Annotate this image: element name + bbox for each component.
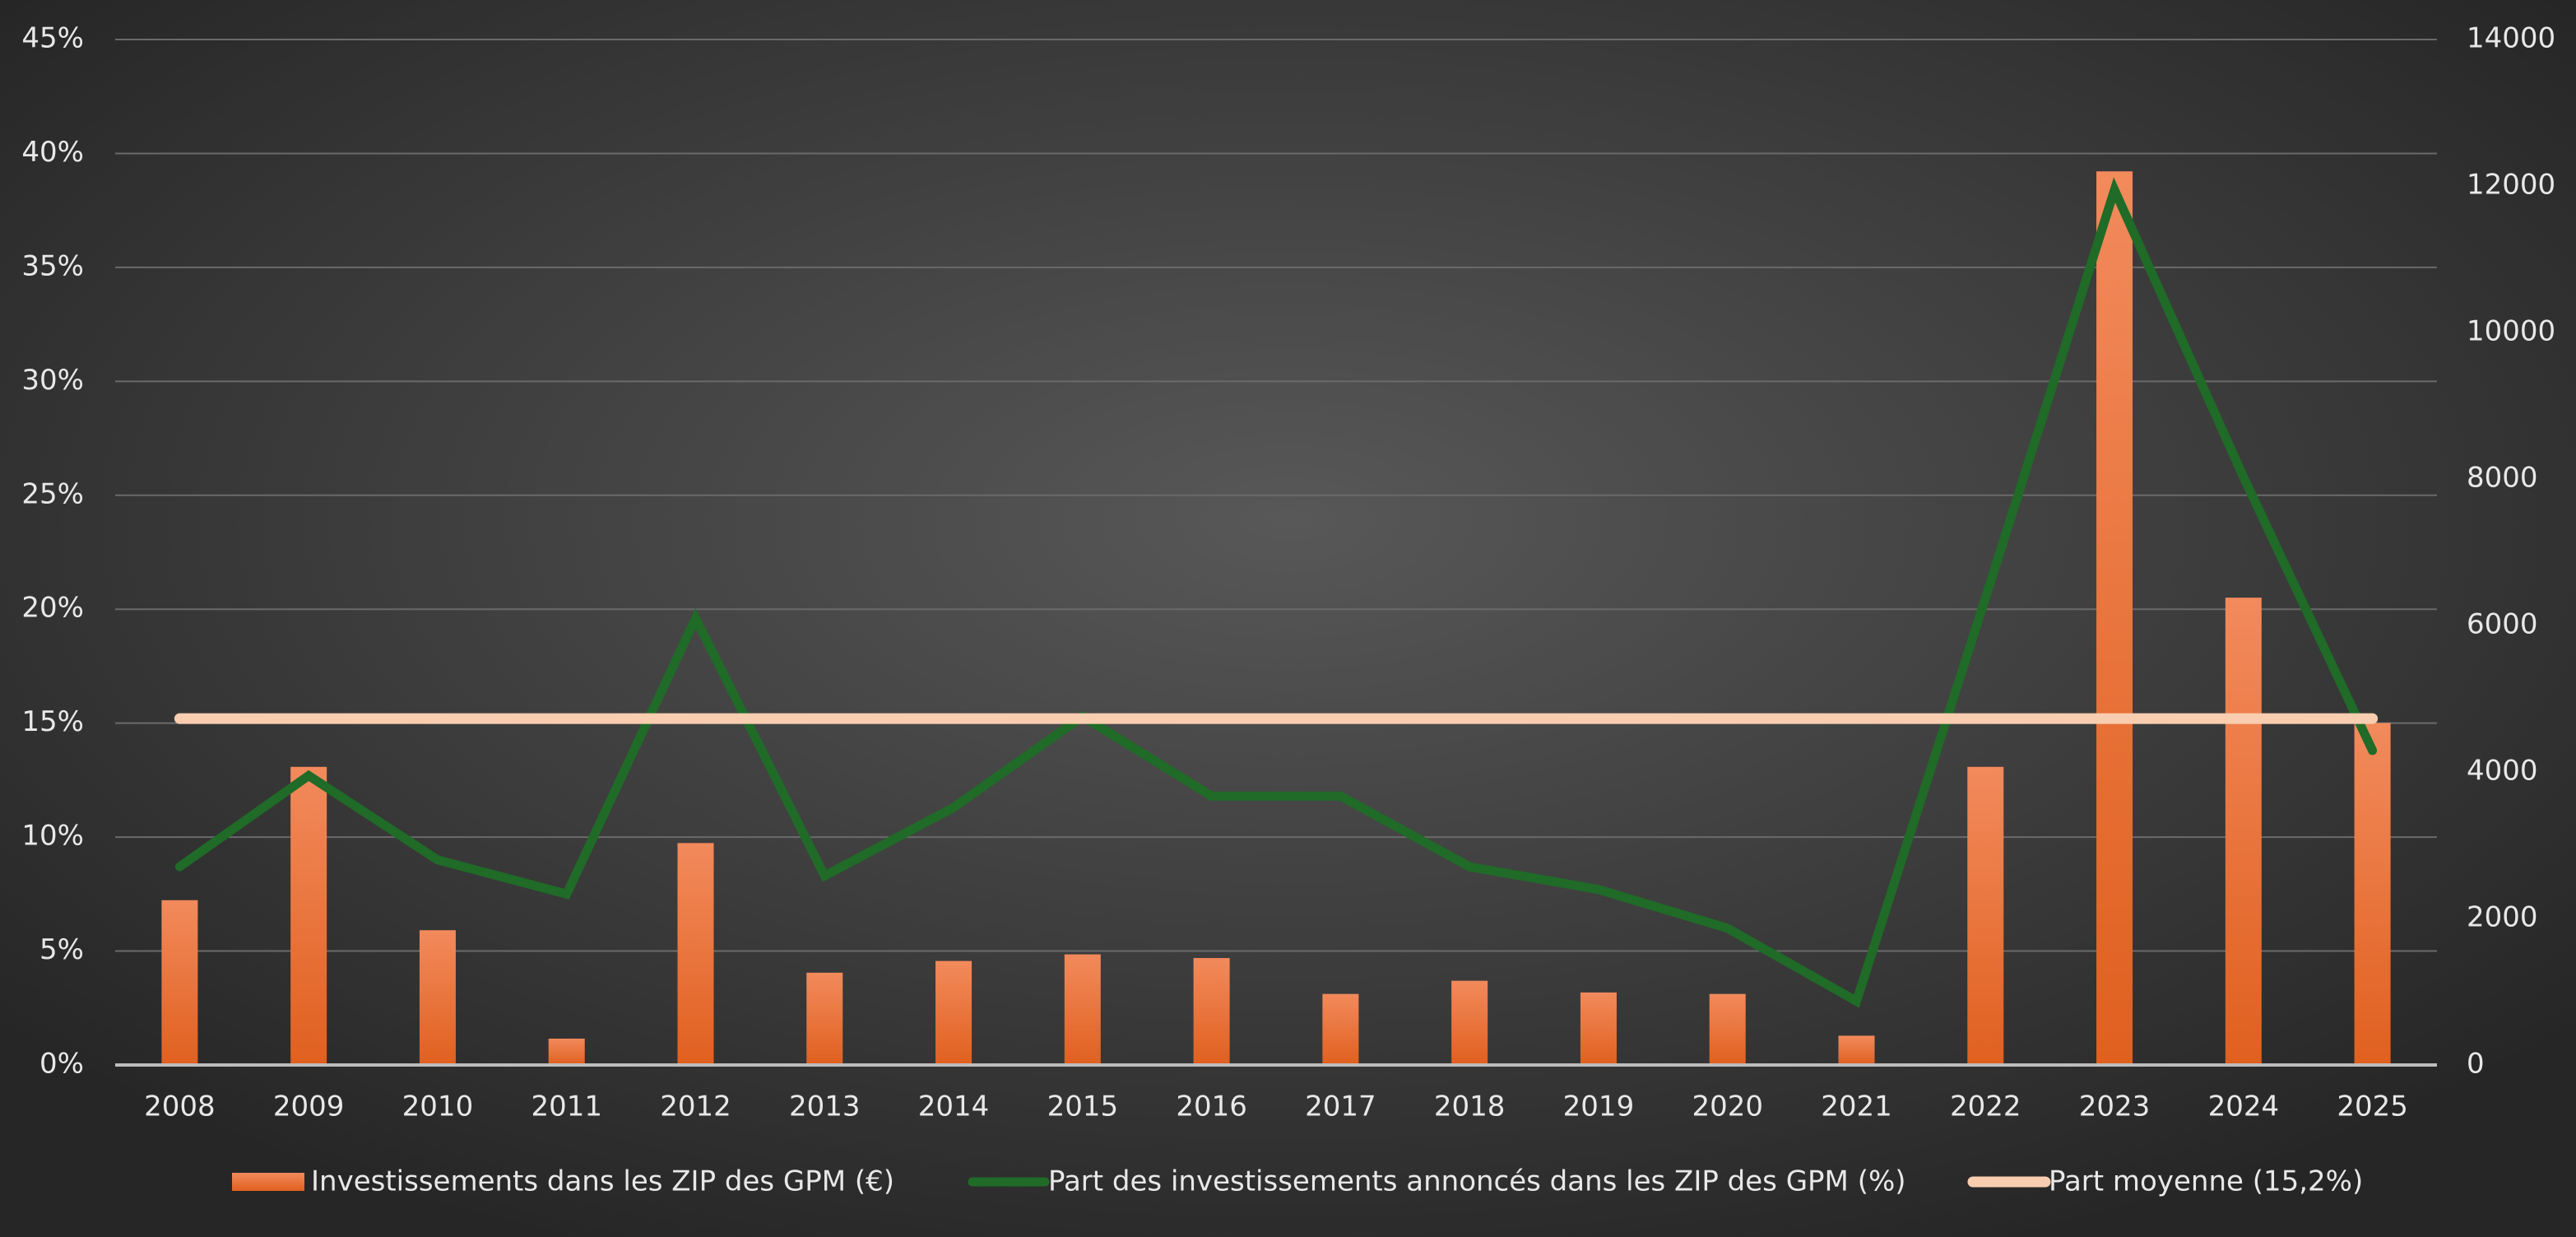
bar bbox=[1967, 766, 2004, 1065]
bar bbox=[2354, 723, 2391, 1065]
x-tick-label: 2018 bbox=[1434, 1091, 1506, 1123]
bar bbox=[419, 930, 456, 1065]
x-tick-label: 2008 bbox=[144, 1091, 216, 1123]
y2-tick-label: 4000 bbox=[2467, 755, 2538, 788]
x-tick-label: 2016 bbox=[1176, 1091, 1247, 1123]
x-tick-label: 2024 bbox=[2208, 1091, 2280, 1123]
x-tick-label: 2021 bbox=[1821, 1091, 1892, 1123]
x-tick-label: 2019 bbox=[1563, 1091, 1635, 1123]
y-tick-label: 20% bbox=[21, 592, 84, 625]
bar bbox=[1451, 980, 1488, 1065]
x-tick-label: 2017 bbox=[1305, 1091, 1376, 1123]
bar bbox=[1709, 993, 1746, 1065]
x-tick-label: 2011 bbox=[531, 1091, 602, 1123]
y-tick-label: 15% bbox=[21, 705, 84, 738]
x-tick-label: 2022 bbox=[1950, 1091, 2021, 1123]
bar bbox=[2096, 171, 2133, 1066]
x-tick-label: 2009 bbox=[273, 1091, 345, 1123]
y-tick-label: 5% bbox=[39, 933, 84, 966]
y2-tick-label: 0 bbox=[2467, 1048, 2485, 1081]
y-tick-label: 40% bbox=[21, 136, 84, 169]
y2-tick-label: 14000 bbox=[2467, 22, 2555, 55]
bar bbox=[806, 972, 843, 1065]
y2-tick-label: 8000 bbox=[2467, 462, 2538, 495]
legend-label: Investissements dans les ZIP des GPM (€) bbox=[311, 1165, 894, 1198]
bar bbox=[161, 900, 198, 1065]
legend-swatch bbox=[232, 1173, 304, 1191]
x-tick-label: 2015 bbox=[1047, 1091, 1119, 1123]
bar bbox=[1322, 993, 1359, 1065]
legend-label: Part des investissements annoncés dans l… bbox=[1048, 1165, 1906, 1198]
line bbox=[174, 177, 2378, 1008]
y-tick-label: 25% bbox=[21, 477, 84, 510]
y2-tick-label: 12000 bbox=[2467, 169, 2555, 202]
x-tick-label: 2020 bbox=[1692, 1091, 1763, 1123]
x-tick-label: 2014 bbox=[918, 1091, 990, 1123]
bar bbox=[677, 843, 714, 1065]
y-tick-label: 30% bbox=[21, 364, 84, 397]
y2-tick-label: 10000 bbox=[2467, 315, 2555, 348]
bar bbox=[2225, 598, 2262, 1065]
bar bbox=[1838, 1035, 1875, 1065]
x-tick-label: 2013 bbox=[789, 1091, 861, 1123]
bar bbox=[1193, 958, 1230, 1065]
bar bbox=[290, 766, 327, 1065]
y-tick-label: 35% bbox=[21, 249, 84, 282]
y2-tick-label: 2000 bbox=[2467, 901, 2538, 934]
y2-tick-label: 6000 bbox=[2467, 608, 2538, 641]
x-tick-label: 2025 bbox=[2337, 1091, 2408, 1123]
x-tick-label: 2010 bbox=[402, 1091, 474, 1123]
bar bbox=[1580, 992, 1617, 1065]
y-tick-label: 45% bbox=[21, 22, 84, 55]
bar bbox=[1064, 954, 1101, 1065]
y-tick-label: 0% bbox=[39, 1048, 84, 1081]
bar bbox=[935, 960, 972, 1065]
legend-label: Part moyenne (15,2%) bbox=[2049, 1165, 2363, 1198]
x-tick-label: 2023 bbox=[2079, 1091, 2151, 1123]
bar bbox=[548, 1038, 585, 1065]
y-tick-label: 10% bbox=[21, 820, 84, 853]
x-tick-label: 2012 bbox=[660, 1091, 731, 1123]
